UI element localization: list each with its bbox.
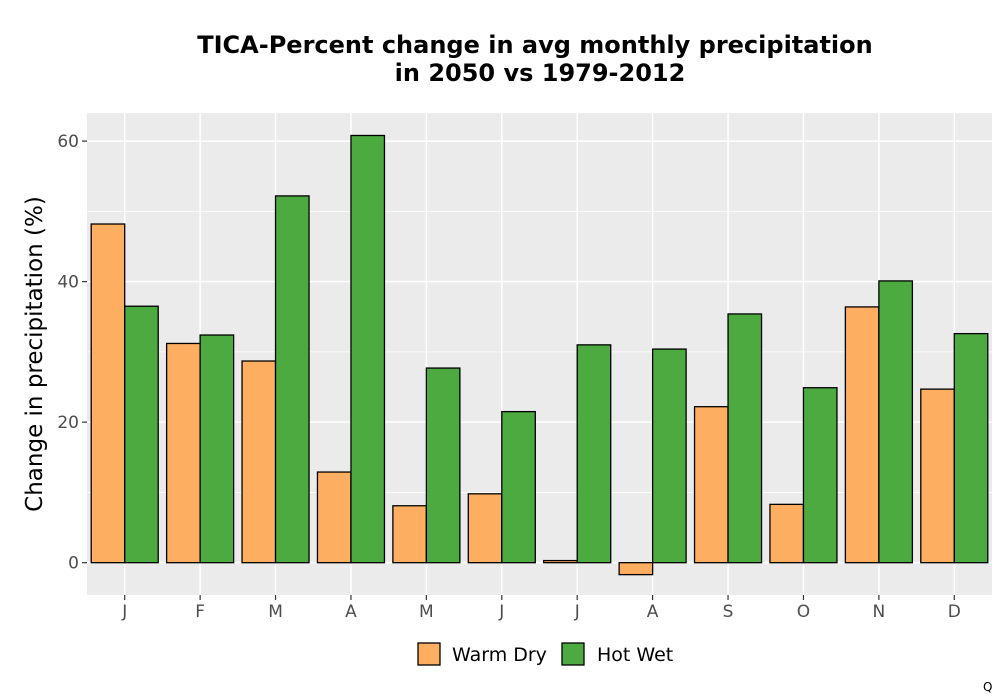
x-tick-label: M [419, 602, 434, 622]
bar-warm-dry [165, 342, 201, 564]
x-tick-label: J [574, 602, 580, 622]
bar-warm-dry [90, 223, 126, 564]
legend-key-hot-wet [561, 642, 585, 666]
bar-hot-wet [651, 348, 687, 564]
legend: Warm Dry Hot Wet [417, 642, 673, 666]
y-tick-label: 60 [57, 132, 79, 152]
bar-warm-dry [618, 562, 654, 576]
y-axis-title: Change in precipitation (%) [22, 196, 48, 512]
x-tick-label: N [873, 602, 886, 622]
bar-hot-wet [953, 332, 989, 564]
x-tick-label: D [948, 602, 961, 622]
x-tick-label: S [723, 602, 734, 622]
bar-hot-wet [727, 313, 763, 564]
x-tick-label: M [268, 602, 283, 622]
bars [90, 134, 989, 576]
bar-hot-wet [199, 334, 235, 564]
grid-minor [87, 210, 992, 493]
y-tick-label: 20 [57, 413, 79, 433]
bar-warm-dry [693, 406, 729, 564]
bar-warm-dry [241, 360, 277, 564]
bar-hot-wet [350, 134, 386, 564]
x-tick-label: O [797, 602, 810, 622]
legend-label-warm-dry: Warm Dry [452, 644, 547, 666]
bar-hot-wet [802, 387, 838, 564]
bar-warm-dry [920, 388, 955, 564]
bar-warm-dry [543, 559, 578, 564]
x-tick-label: F [195, 602, 205, 622]
bar-hot-wet [124, 305, 159, 564]
y-tick-label: 0 [68, 554, 79, 574]
x-tick-label: A [345, 602, 357, 622]
x-tick-label: J [121, 602, 127, 622]
legend-label-hot-wet: Hot Wet [597, 644, 673, 666]
y-axis: 0 20 40 60 [57, 132, 87, 574]
bar-warm-dry [769, 503, 805, 564]
x-tick-label: J [498, 602, 504, 622]
y-tick-label: 40 [57, 273, 79, 293]
bar-hot-wet [501, 410, 536, 564]
bar-hot-wet [878, 280, 914, 564]
bar-warm-dry [467, 493, 503, 564]
chart-title-line-1: TICA-Percent change in avg monthly preci… [197, 31, 872, 59]
bar-warm-dry [316, 471, 352, 564]
legend-key-warm-dry [417, 642, 441, 666]
corner-mark: Q [983, 680, 992, 694]
bar-warm-dry [392, 505, 428, 564]
plot-panel [87, 113, 992, 595]
bar-hot-wet [425, 367, 461, 564]
bar-warm-dry [844, 306, 880, 564]
bar-hot-wet [576, 344, 612, 564]
x-tick-label: A [647, 602, 659, 622]
bar-hot-wet [274, 195, 310, 564]
chart-title-line-2: in 2050 vs 1979-2012 [395, 59, 686, 87]
